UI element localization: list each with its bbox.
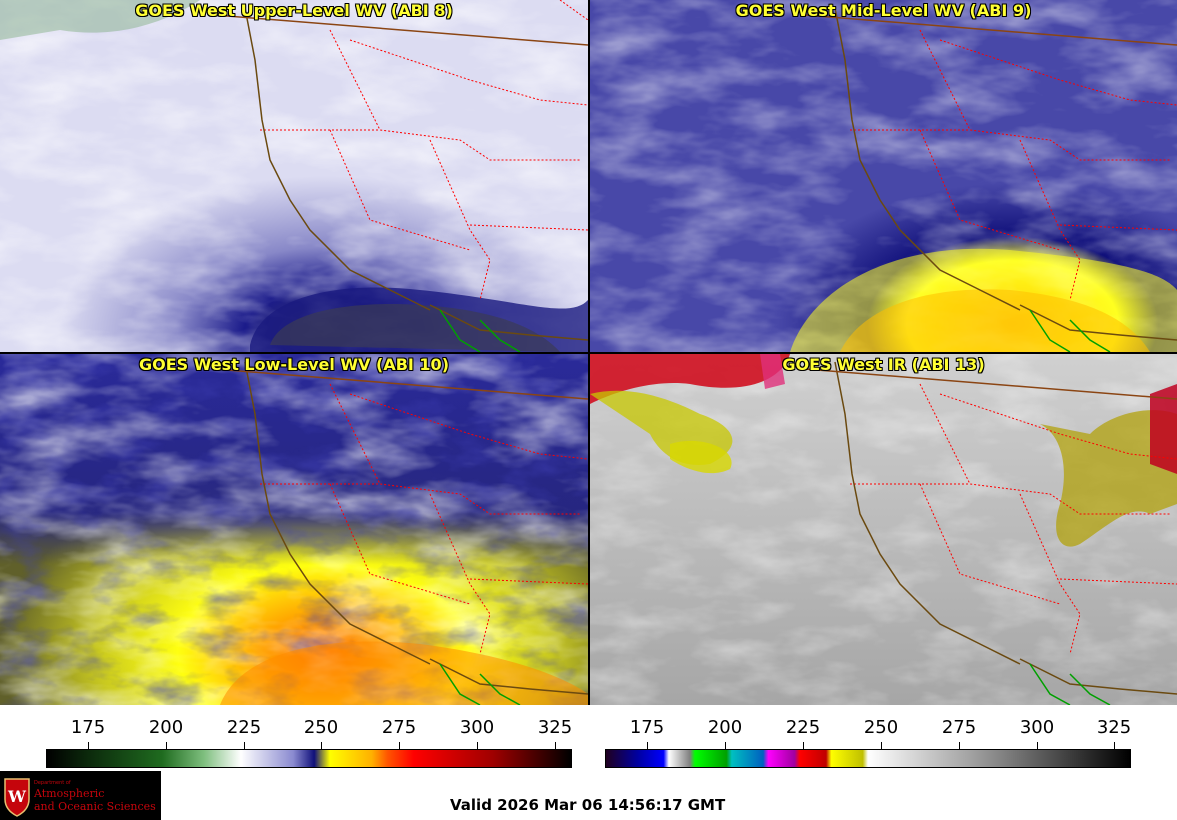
panel-divider-vertical [588, 0, 590, 705]
state-borders [260, 383, 588, 655]
colorbar-tick-label: 275 [941, 717, 977, 738]
colorbar-tick [725, 742, 726, 749]
logo-line-2: Atmospheric [34, 787, 105, 800]
colorbar-wv [46, 749, 572, 768]
colorbar-tick-label: 225 [785, 717, 821, 738]
colorbar-tick-label: 325 [1096, 717, 1132, 738]
coastline [244, 361, 431, 665]
colorbar-tick [166, 742, 167, 749]
colorbar-tick [1037, 742, 1038, 749]
satellite-image-upper-level [0, 0, 588, 352]
colorbar-tick [803, 742, 804, 749]
colorbar-tick [881, 742, 882, 749]
satellite-image-ir [590, 354, 1177, 705]
panel-title: GOES West IR (ABI 13) [782, 355, 985, 374]
valid-timestamp: Valid 2026 Mar 06 14:56:17 GMT [450, 796, 726, 814]
uw-aos-logo[interactable]: W Department of Atmospheric and Oceanic … [0, 771, 161, 820]
colorbar-tick [321, 742, 322, 749]
colorbar-tick [88, 742, 89, 749]
colorbar-tick [477, 742, 478, 749]
logo-line-3: and Oceanic Sciences [34, 800, 156, 813]
colorbar-tick [959, 742, 960, 749]
panel-mid-level-wv: GOES West Mid-Level WV (ABI 9) [590, 0, 1177, 352]
colorbar-tick [244, 742, 245, 749]
colorbar-tick-label: 325 [537, 717, 573, 738]
colorbar-tick-label: 200 [707, 717, 743, 738]
logo-line-1: Department of [34, 780, 71, 786]
uw-crest-icon: W [4, 778, 30, 817]
panel-upper-level-wv: GOES West Upper-Level WV (ABI 8) [0, 0, 588, 352]
state-borders [260, 0, 588, 301]
svg-text:W: W [7, 787, 27, 806]
colorbar-tick-label: 250 [303, 717, 339, 738]
state-borders [850, 383, 1177, 655]
colorbar-tick-label: 225 [226, 717, 262, 738]
colorbar-tick-label: 300 [459, 717, 495, 738]
colorbar-tick-label: 175 [70, 717, 106, 738]
colorbar-tick-label: 175 [629, 717, 665, 738]
panel-title: GOES West Mid-Level WV (ABI 9) [735, 1, 1032, 20]
coastline [834, 361, 1021, 665]
colorbar-tick [555, 742, 556, 749]
colorbar-ir [605, 749, 1131, 768]
panel-title: GOES West Upper-Level WV (ABI 8) [135, 1, 453, 20]
coastline [834, 7, 1021, 311]
colorbar-tick [647, 742, 648, 749]
panel-low-level-wv: GOES West Low-Level WV (ABI 10) [0, 354, 588, 705]
satellite-image-mid-level [590, 0, 1177, 352]
panel-ir: GOES West IR (ABI 13) [590, 354, 1177, 705]
colorbar-tick-label: 275 [381, 717, 417, 738]
colorbar-tick-label: 200 [148, 717, 184, 738]
colorbar-tick [1114, 742, 1115, 749]
coastline [244, 7, 431, 311]
colorbar-tick-label: 250 [863, 717, 899, 738]
colorbar-tick-label: 300 [1019, 717, 1055, 738]
state-borders [850, 29, 1177, 301]
satellite-image-low-level [0, 354, 588, 705]
colorbar-tick [399, 742, 400, 749]
panel-title: GOES West Low-Level WV (ABI 10) [138, 355, 449, 374]
